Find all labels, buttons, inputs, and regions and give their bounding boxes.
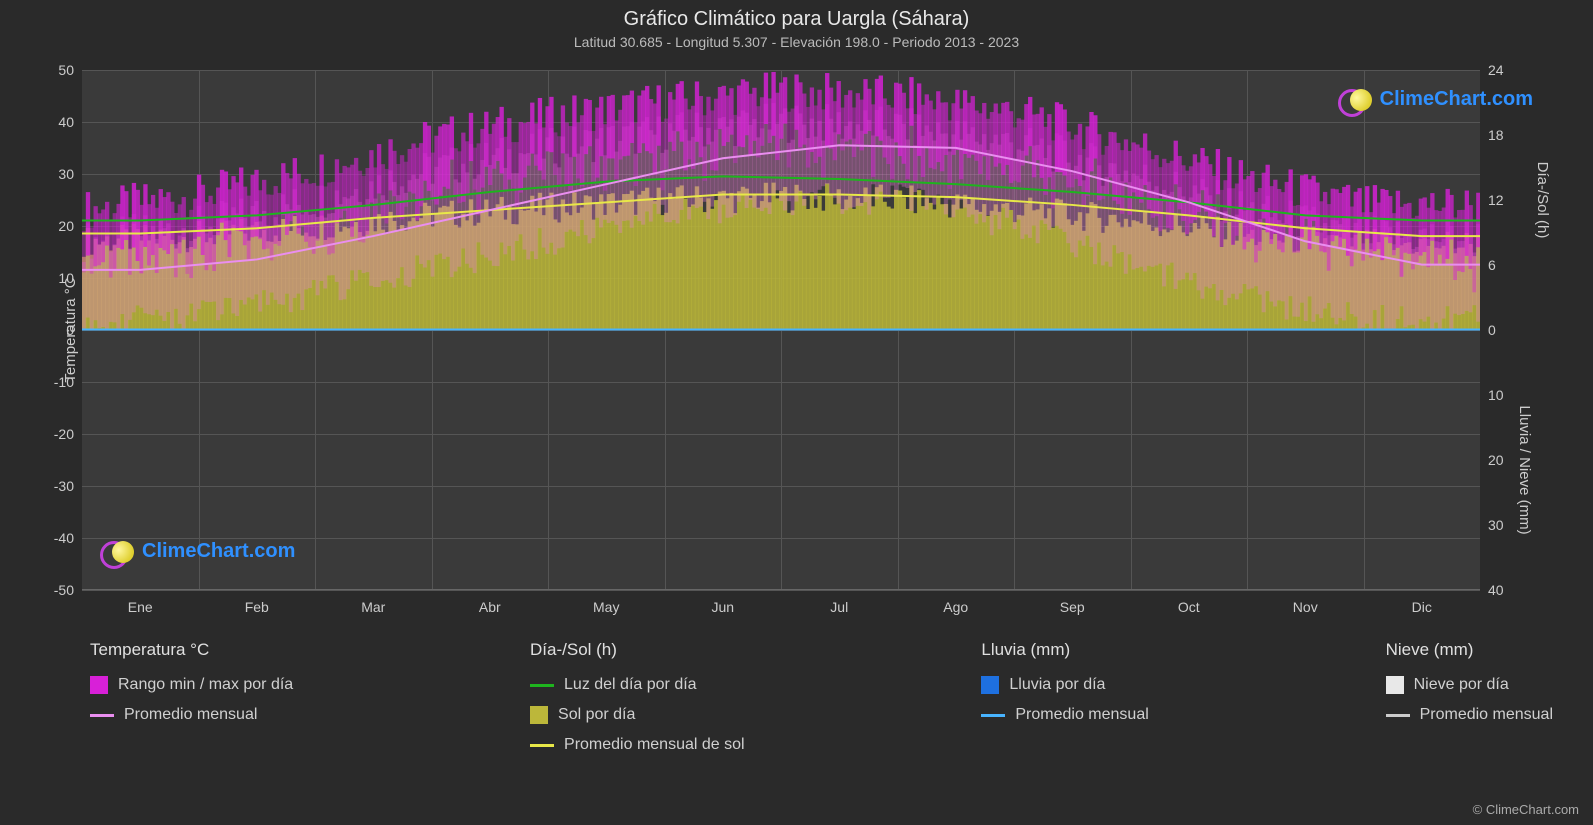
legend-item: Promedio mensual	[90, 706, 293, 724]
y-left-tick: -40	[34, 530, 74, 546]
y-left-tick: -30	[34, 478, 74, 494]
copyright: © ClimeChart.com	[1473, 802, 1579, 817]
y-left-tick: 0	[34, 322, 74, 338]
legend-label: Nieve por día	[1414, 676, 1509, 694]
legend-swatch	[1386, 714, 1410, 717]
legend: Temperatura °C Rango min / max por día Pro…	[90, 640, 1553, 754]
logo-icon	[1338, 89, 1374, 111]
y-left-tick: 30	[34, 166, 74, 182]
legend-column: Día-/Sol (h) Luz del día por día Sol por d…	[530, 640, 745, 754]
x-month-tick: Feb	[245, 599, 269, 615]
legend-label: Promedio mensual	[1420, 706, 1553, 724]
legend-swatch	[981, 676, 999, 694]
x-month-tick: Dic	[1412, 599, 1432, 615]
chart-subtitle: Latitud 30.685 - Longitud 5.307 - Elevac…	[0, 34, 1593, 50]
gridline-vertical	[548, 70, 549, 589]
legend-label: Lluvia por día	[1009, 676, 1105, 694]
y-right-top-tick: 6	[1488, 257, 1528, 273]
x-month-tick: Sep	[1060, 599, 1085, 615]
y-right-top-tick: 0	[1488, 322, 1528, 338]
y-right-top-tick: 18	[1488, 127, 1528, 143]
legend-swatch	[530, 706, 548, 724]
legend-item: Promedio mensual	[981, 706, 1148, 724]
gridline-vertical	[199, 70, 200, 589]
gridline-vertical	[432, 70, 433, 589]
gridline-vertical	[1364, 70, 1365, 589]
gridline-vertical	[665, 70, 666, 589]
legend-label: Promedio mensual	[124, 706, 257, 724]
x-month-tick: Jul	[830, 599, 848, 615]
legend-heading: Nieve (mm)	[1386, 640, 1553, 660]
legend-item: Promedio mensual	[1386, 706, 1553, 724]
legend-column: Nieve (mm) Nieve por día Promedio mensual	[1386, 640, 1553, 754]
legend-column: Temperatura °C Rango min / max por día Pro…	[90, 640, 293, 754]
legend-label: Luz del día por día	[564, 676, 697, 694]
x-month-tick: Jun	[711, 599, 734, 615]
legend-heading: Temperatura °C	[90, 640, 293, 660]
y-left-tick: 50	[34, 62, 74, 78]
legend-swatch	[90, 676, 108, 694]
x-month-tick: Oct	[1178, 599, 1200, 615]
x-month-tick: Nov	[1293, 599, 1318, 615]
legend-label: Rango min / max por día	[118, 676, 293, 694]
y-left-tick: -50	[34, 582, 74, 598]
legend-label: Promedio mensual de sol	[564, 736, 745, 754]
x-month-tick: Abr	[479, 599, 501, 615]
legend-heading: Día-/Sol (h)	[530, 640, 745, 660]
x-month-tick: Ene	[128, 599, 153, 615]
y-left-tick: 40	[34, 114, 74, 130]
gridline-vertical	[1014, 70, 1015, 589]
watermark-text: ClimeChart.com	[142, 540, 295, 563]
y-right-top-axis-label: Día-/Sol (h)	[1534, 162, 1551, 239]
gridline-vertical	[315, 70, 316, 589]
y-right-top-tick: 12	[1488, 192, 1528, 208]
gridline-vertical	[1131, 70, 1132, 589]
y-right-top-tick: 24	[1488, 62, 1528, 78]
legend-swatch	[530, 744, 554, 747]
y-right-bottom-tick: 20	[1488, 452, 1528, 468]
y-left-tick: -20	[34, 426, 74, 442]
logo-icon	[100, 541, 136, 563]
legend-item: Luz del día por día	[530, 676, 745, 694]
legend-item: Rango min / max por día	[90, 676, 293, 694]
x-month-tick: Ago	[943, 599, 968, 615]
legend-swatch	[530, 684, 554, 687]
legend-item: Nieve por día	[1386, 676, 1553, 694]
legend-label: Sol por día	[558, 706, 635, 724]
gridline-horizontal	[82, 590, 1480, 591]
legend-swatch	[1386, 676, 1404, 694]
x-month-tick: May	[593, 599, 619, 615]
watermark-text: ClimeChart.com	[1380, 88, 1533, 111]
y-left-tick: -10	[34, 374, 74, 390]
y-right-bottom-tick: 30	[1488, 517, 1528, 533]
legend-swatch	[90, 714, 114, 717]
legend-label: Promedio mensual	[1015, 706, 1148, 724]
legend-swatch	[981, 714, 1005, 717]
legend-item: Promedio mensual de sol	[530, 736, 745, 754]
y-left-tick: 20	[34, 218, 74, 234]
y-left-tick: 10	[34, 270, 74, 286]
legend-item: Sol por día	[530, 706, 745, 724]
gridline-vertical	[1247, 70, 1248, 589]
watermark-top: ClimeChart.com	[1338, 88, 1533, 111]
watermark-bottom: ClimeChart.com	[100, 540, 295, 563]
chart-title: Gráfico Climático para Uargla (Sáhara)	[0, 8, 1593, 31]
gridline-vertical	[898, 70, 899, 589]
legend-item: Lluvia por día	[981, 676, 1148, 694]
legend-heading: Lluvia (mm)	[981, 640, 1148, 660]
x-month-tick: Mar	[361, 599, 385, 615]
y-right-bottom-axis-label: Lluvia / Nieve (mm)	[1516, 405, 1533, 534]
y-right-bottom-tick: 10	[1488, 387, 1528, 403]
gridline-vertical	[781, 70, 782, 589]
plot-area: -50-40-30-20-100102030405006121824102030…	[82, 70, 1480, 590]
legend-column: Lluvia (mm) Lluvia por día Promedio mensua…	[981, 640, 1148, 754]
climate-chart: Gráfico Climático para Uargla (Sáhara) L…	[0, 0, 1593, 825]
y-right-bottom-tick: 40	[1488, 582, 1528, 598]
